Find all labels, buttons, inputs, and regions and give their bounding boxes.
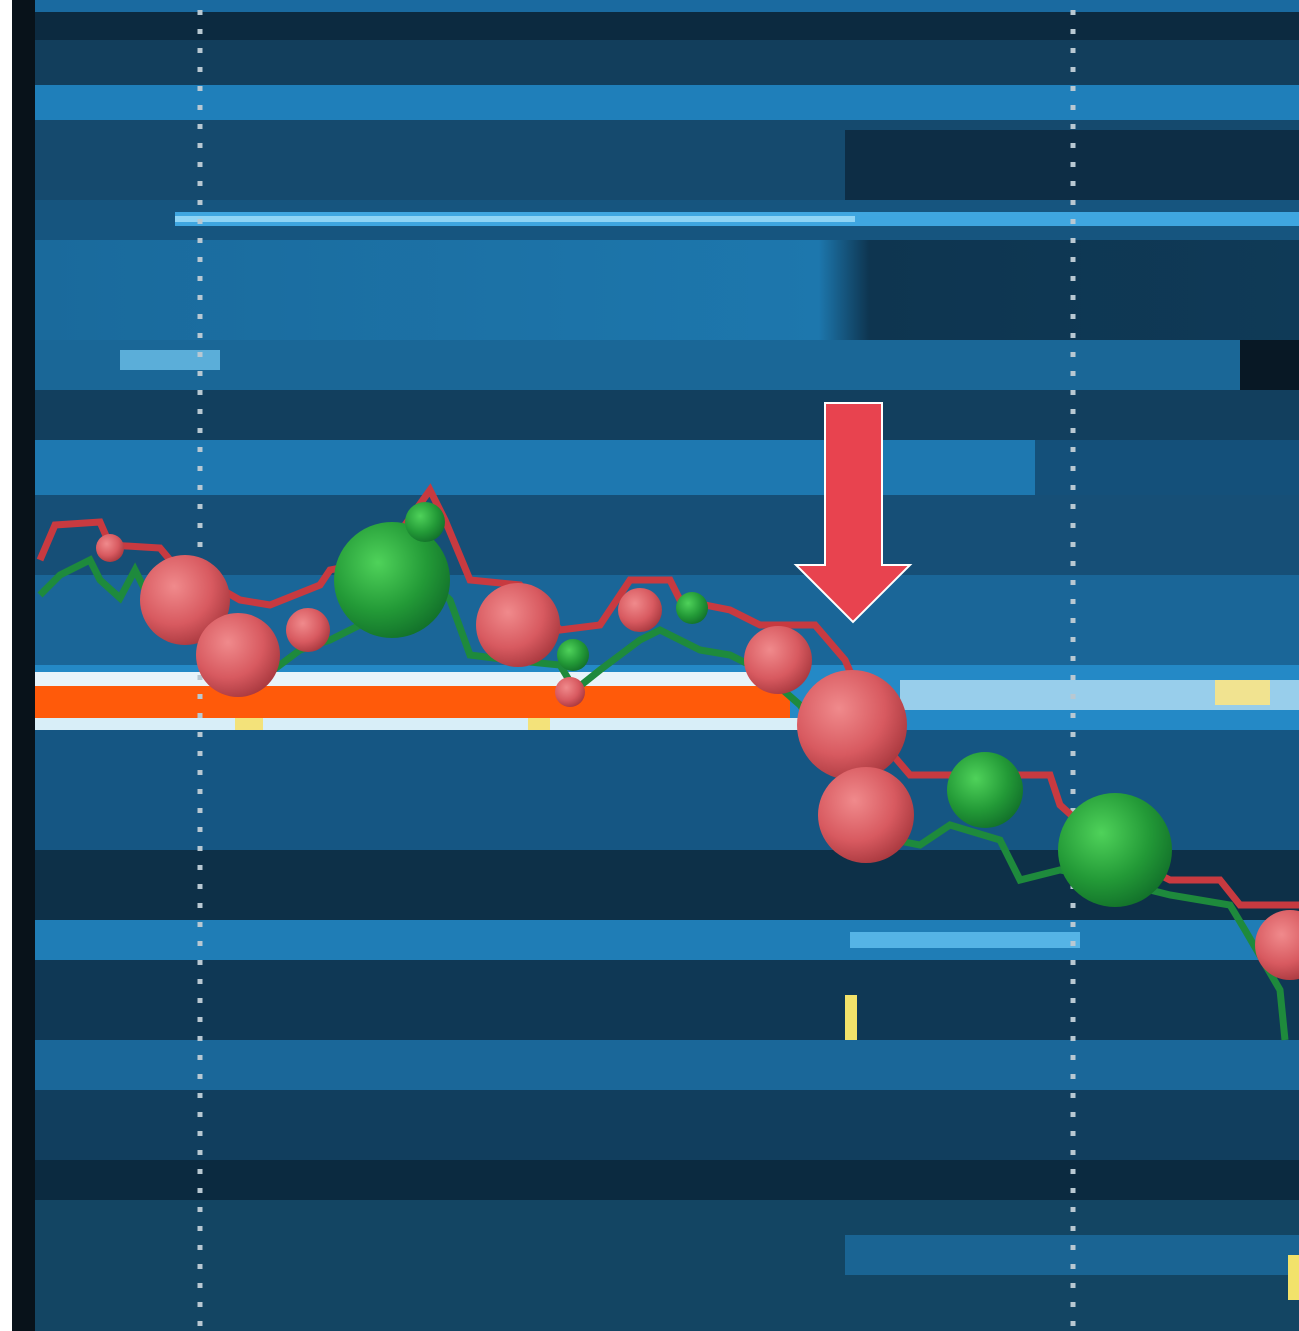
buy-bubble: [676, 592, 708, 624]
band: [35, 240, 1299, 340]
sell-bubble: [555, 677, 585, 707]
hot-spot: [528, 718, 550, 730]
sell-bubble: [744, 626, 812, 694]
large-order-band: [35, 672, 835, 730]
band: [35, 40, 1299, 85]
order-level: [35, 686, 790, 718]
sell-bubble: [818, 767, 914, 863]
hot-spot: [845, 995, 857, 1040]
band: [35, 0, 1299, 12]
band: [35, 1160, 1299, 1200]
hot-spot: [235, 718, 263, 730]
sell-bubble: [140, 555, 230, 645]
band: [35, 960, 1299, 1040]
left-panel: [12, 0, 35, 1331]
sell-bubble: [1255, 910, 1299, 980]
hot-spot: [1288, 1255, 1299, 1300]
trade-bubbles: [96, 502, 1299, 980]
band: [35, 1040, 1299, 1090]
buy-bubble: [405, 502, 445, 542]
band: [1035, 440, 1299, 495]
buy-bubble: [947, 752, 1023, 828]
band: [35, 340, 1299, 390]
border: [0, 0, 12, 1331]
buy-bubble: [1058, 793, 1172, 907]
sell-bubble: [286, 608, 330, 652]
sell-bubble: [797, 670, 907, 780]
streak: [120, 350, 220, 370]
band: [35, 12, 1299, 40]
band: [35, 85, 1299, 120]
band: [35, 440, 1035, 495]
band: [35, 920, 1299, 960]
band: [35, 495, 1299, 575]
band: [35, 390, 1299, 440]
hot-spot: [1215, 680, 1270, 705]
sell-bubble: [196, 613, 280, 697]
streak: [35, 672, 790, 686]
sell-bubble: [618, 588, 662, 632]
sell-bubble: [96, 534, 124, 562]
streak: [175, 216, 855, 222]
streak: [35, 718, 835, 730]
annotation-arrow: [793, 402, 913, 624]
band: [35, 1090, 1299, 1160]
streak: [850, 932, 1080, 948]
sell-bubble: [476, 583, 560, 667]
buy-bubble: [334, 522, 450, 638]
buy-bubble: [557, 639, 589, 671]
